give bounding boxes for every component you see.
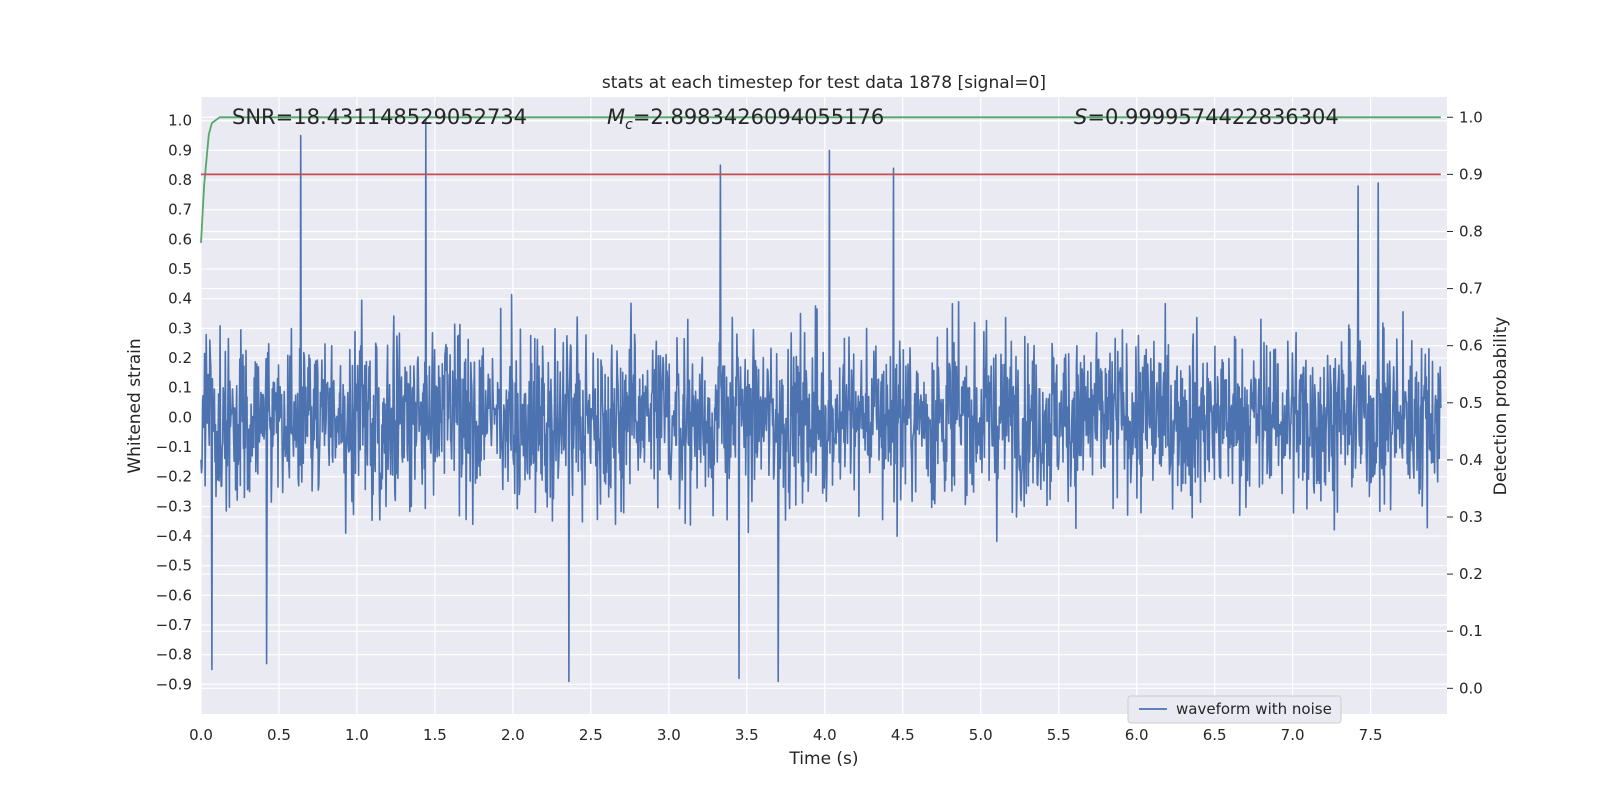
x-tick-label: 2.5 (579, 726, 603, 744)
waveform-series (200, 119, 1442, 683)
significance-value: =0.9999574422836304 (1087, 105, 1338, 129)
y-tick-label: 0.5 (168, 260, 192, 278)
significance-annotation: S=0.9999574422836304 (1074, 105, 1339, 129)
y2-tick-label: 0.7 (1459, 280, 1483, 298)
x-tick-label: 4.0 (813, 726, 837, 744)
detection-probability-line (200, 116, 1441, 243)
legend: waveform with noise (1127, 695, 1342, 724)
y-tick-label: −0.9 (156, 675, 192, 693)
x-tick-label: 4.5 (891, 726, 915, 744)
y2-axis-label: Detection probability (1491, 317, 1511, 496)
x-tick-label: 5.0 (969, 726, 993, 744)
legend-box (1127, 695, 1342, 724)
waveform-line (200, 119, 1442, 683)
chirp-mass-subscript: c (625, 117, 633, 133)
y-tick-label: −0.4 (156, 527, 192, 545)
y2-tick-label: 0.6 (1459, 337, 1483, 355)
y2-tick-label: 0.9 (1459, 165, 1483, 183)
y-tick-label: −0.7 (156, 616, 192, 634)
y-tick-label: −0.5 (156, 557, 192, 575)
y-axis-ticks: −0.9 −0.8 −0.7 −0.6 −0.5 −0.4 −0.3 −0.2 −0.1 0.0 0… (156, 112, 192, 694)
y2-tick-label: 1.0 (1459, 108, 1483, 126)
y2-tick-label: 0.8 (1459, 222, 1483, 240)
y-tick-label: −0.3 (156, 497, 192, 515)
y-tick-label: 0.0 (168, 408, 192, 426)
chart-title: stats at each timestep for test data 187… (602, 73, 1046, 93)
x-tick-label: 6.0 (1125, 726, 1149, 744)
x-tick-label: 7.5 (1359, 726, 1383, 744)
x-tick-label: 7.0 (1281, 726, 1305, 744)
y2-tick-label: 0.1 (1459, 622, 1483, 640)
x-tick-label: 0.5 (267, 726, 291, 744)
y-tick-label: 0.6 (168, 230, 192, 248)
y2-axis-ticks: 0.0 0.1 0.2 0.3 0.4 0.5 0.6 0.7 0.8 0.9 1.0 (1447, 108, 1483, 697)
x-axis-ticks: 0.0 0.5 1.0 1.5 2.0 2.5 3.0 3.5 4.0 4.5 5.0 5.5 6.0 6… (189, 726, 1382, 744)
y-tick-label: 0.8 (168, 171, 192, 189)
x-axis-label: Time (s) (788, 749, 858, 769)
y2-tick-label: 0.0 (1459, 679, 1483, 697)
y-tick-label: 0.2 (168, 349, 192, 367)
legend-label: waveform with noise (1176, 700, 1332, 718)
y-tick-label: 0.4 (168, 290, 192, 308)
y-tick-label: −0.2 (156, 468, 192, 486)
x-tick-label: 3.0 (657, 726, 681, 744)
y-tick-label: −0.1 (156, 438, 192, 456)
x-tick-label: 5.5 (1047, 726, 1071, 744)
x-tick-label: 3.5 (735, 726, 759, 744)
y-tick-label: 0.9 (168, 141, 192, 159)
y-tick-label: 0.7 (168, 201, 192, 219)
chirp-mass-symbol: M (607, 105, 625, 129)
chirp-mass-annotation: Mc=2.8983426094055176 (607, 105, 884, 133)
y-tick-label: 0.3 (168, 319, 192, 337)
y-axis-label: Whitened strain (125, 338, 145, 473)
y-tick-label: 0.1 (168, 379, 192, 397)
probability-series (200, 116, 1441, 243)
x-tick-label: 1.5 (423, 726, 447, 744)
y-tick-label: −0.6 (156, 586, 192, 604)
y-tick-label: −0.8 (156, 646, 192, 664)
x-tick-label: 0.0 (189, 726, 213, 744)
significance-symbol: S (1074, 105, 1087, 129)
y-tick-label: 1.0 (168, 112, 192, 130)
y2-tick-label: 0.3 (1459, 508, 1483, 526)
chirp-mass-value: =2.8983426094055176 (633, 105, 884, 129)
x-tick-label: 1.0 (345, 726, 369, 744)
snr-annotation: SNR=18.431148529052734 (232, 105, 527, 129)
y2-tick-label: 0.4 (1459, 451, 1483, 469)
x-tick-label: 2.0 (501, 726, 525, 744)
y2-tick-label: 0.2 (1459, 565, 1483, 583)
y2-tick-label: 0.5 (1459, 394, 1483, 412)
x-tick-label: 6.5 (1203, 726, 1227, 744)
